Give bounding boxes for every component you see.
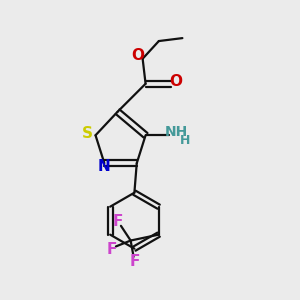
Text: O: O <box>131 48 144 63</box>
Text: N: N <box>98 159 111 174</box>
Text: F: F <box>106 242 117 257</box>
Text: H: H <box>180 134 190 147</box>
Text: O: O <box>169 74 182 89</box>
Text: S: S <box>82 126 93 141</box>
Text: F: F <box>112 214 123 229</box>
Text: F: F <box>130 254 140 269</box>
Text: NH: NH <box>165 125 188 139</box>
